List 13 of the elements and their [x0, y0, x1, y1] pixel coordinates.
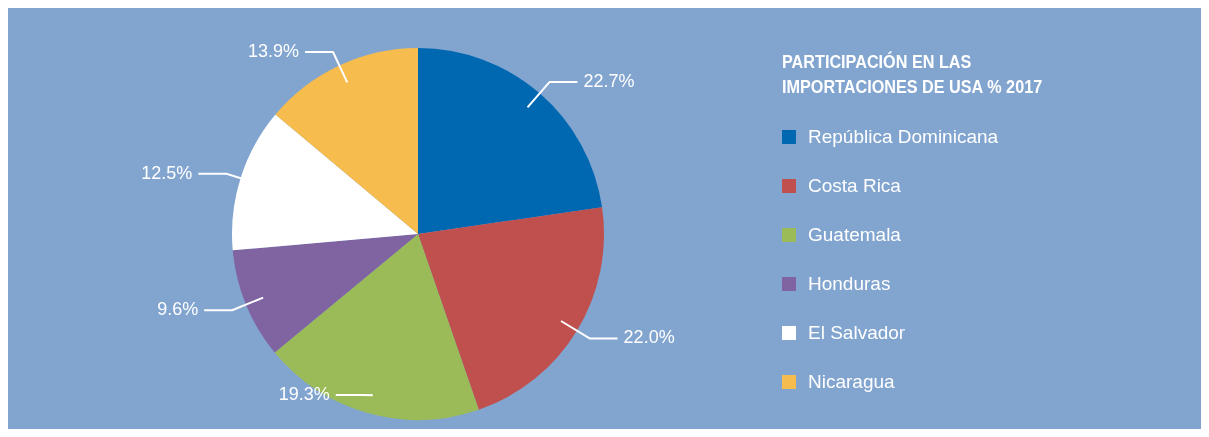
- data-label: 9.6%: [157, 299, 199, 320]
- legend-label: República Dominicana: [808, 125, 999, 148]
- data-label: 19.3%: [278, 383, 330, 404]
- data-label: 22.0%: [623, 327, 675, 348]
- legend-title: PARTICIPACIÓN EN LAS IMPORTACIONES DE USA % 2017: [782, 50, 1044, 99]
- legend-label: Nicaragua: [808, 370, 895, 393]
- legend-label: Guatemala: [808, 223, 901, 246]
- legend-label: Costa Rica: [808, 174, 901, 197]
- legend-label: El Salvador: [808, 321, 906, 344]
- data-label: 13.9%: [247, 40, 300, 61]
- data-label: 12.5%: [141, 162, 193, 183]
- data-label: 22.7%: [583, 71, 635, 92]
- legend-label: Honduras: [808, 272, 891, 295]
